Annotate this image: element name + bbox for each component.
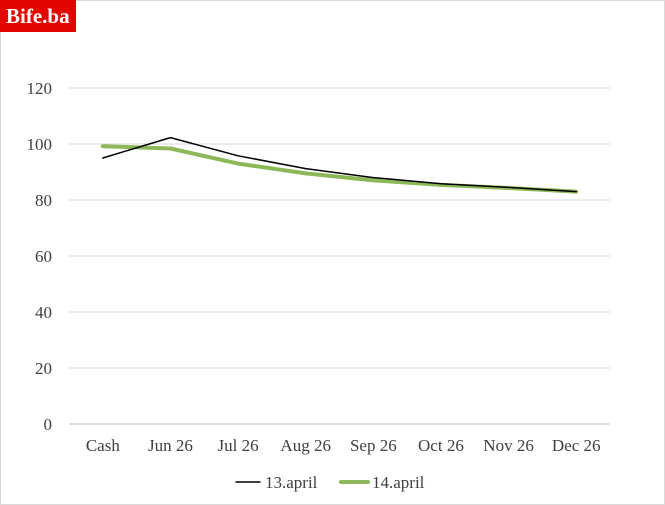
y-tick-label: 80 [35, 191, 52, 210]
y-tick-label: 100 [27, 135, 53, 154]
legend: 13.april 14.april [235, 473, 425, 492]
x-tick-label: Dec 26 [552, 436, 601, 455]
legend-label: 13.april [265, 473, 318, 492]
y-tick-label: 60 [35, 247, 52, 266]
x-axis-ticks: Cash Jun 26 Jul 26 Aug 26 Sep 26 Oct 26 Nov 26… [86, 436, 601, 455]
x-tick-label: Jul 26 [218, 436, 259, 455]
x-tick-label: Cash [86, 436, 121, 455]
x-tick-label: Jun 26 [148, 436, 193, 455]
y-tick-label: 40 [35, 303, 52, 322]
y-tick-label: 20 [35, 359, 52, 378]
series-lines [100, 136, 579, 194]
x-tick-label: Sep 26 [350, 436, 397, 455]
x-tick-label: Aug 26 [280, 436, 331, 455]
brand-logo: Bife.ba [0, 0, 76, 32]
gridlines [69, 87, 610, 425]
x-tick-label: Oct 26 [418, 436, 464, 455]
series-line-14.april [100, 144, 579, 194]
series-line-13.april [102, 136, 577, 193]
y-tick-label: 120 [27, 79, 53, 98]
legend-label: 14.april [372, 473, 425, 492]
y-axis-ticks: 0 20 40 60 80 100 120 [27, 79, 53, 434]
y-tick-label: 0 [44, 415, 53, 434]
x-tick-label: Nov 26 [483, 436, 534, 455]
